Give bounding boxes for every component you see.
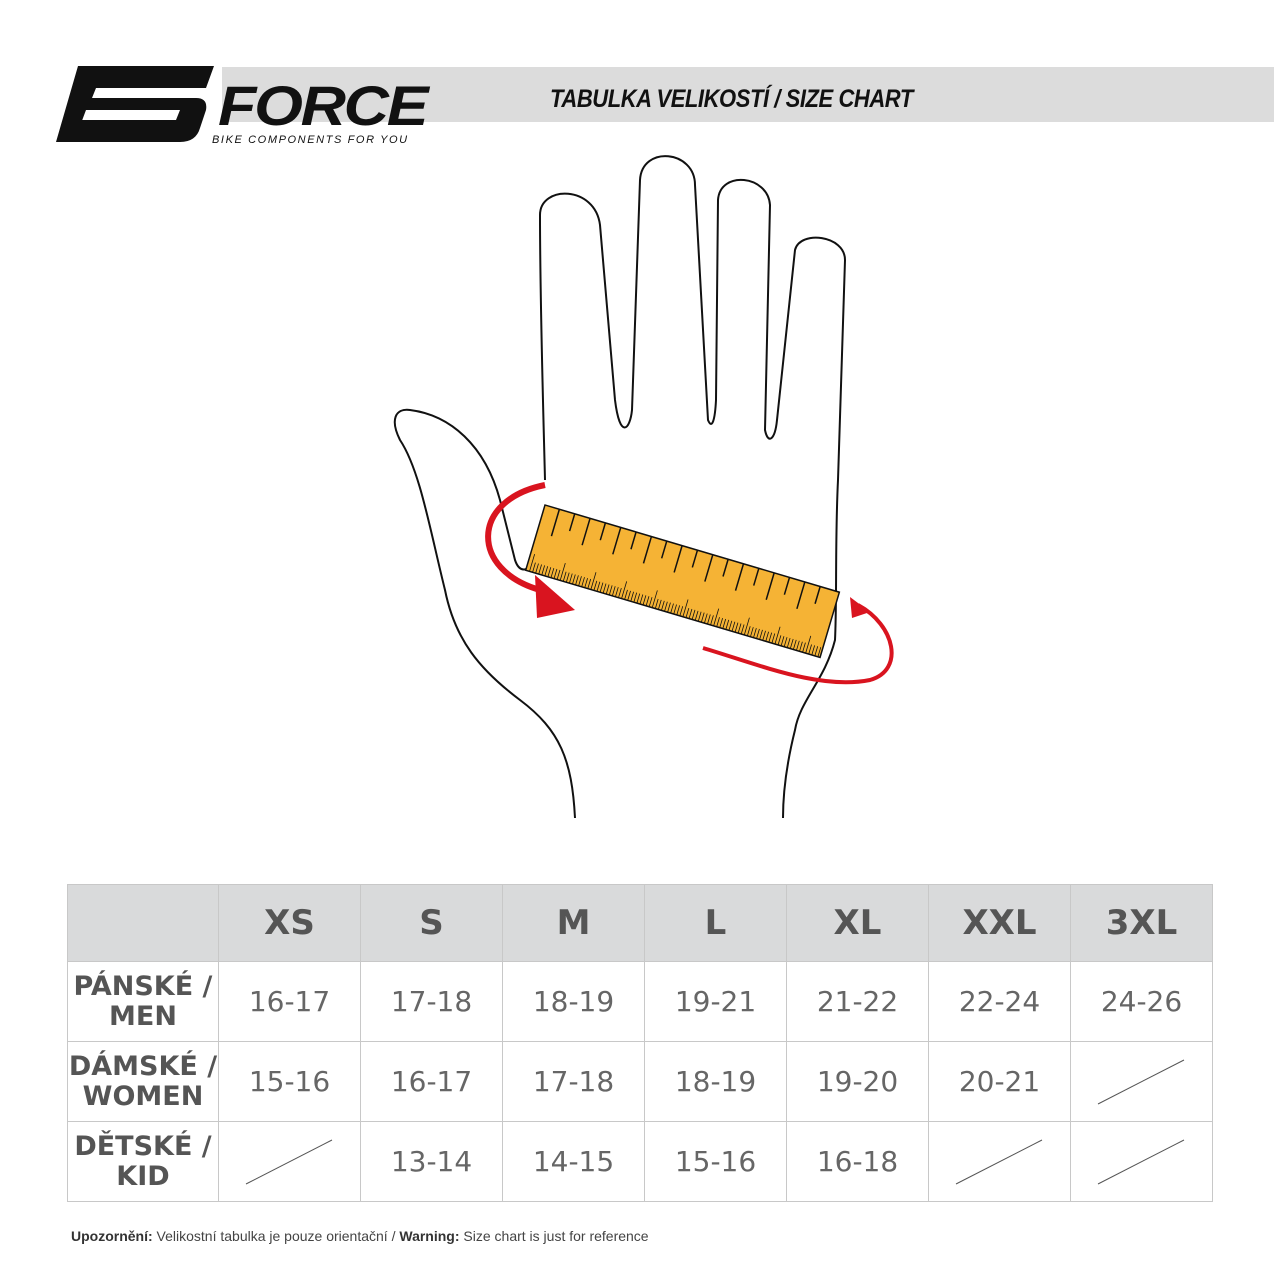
- not-available-cell: [928, 1121, 1071, 1202]
- note-cz-label: Upozornění:: [71, 1228, 153, 1244]
- row-label-cz: DĚTSKÉ /: [74, 1130, 212, 1162]
- size-value: 17-18: [502, 1041, 645, 1122]
- size-value: 15-16: [218, 1041, 361, 1122]
- size-value: 17-18: [360, 961, 503, 1042]
- size-value: 20-21: [928, 1041, 1071, 1122]
- arrow-left: [485, 482, 546, 593]
- row-label-en: MEN: [109, 1000, 177, 1032]
- force-logo-icon: [56, 66, 214, 142]
- note-en-label: Warning:: [399, 1228, 460, 1244]
- size-value: 24-26: [1070, 961, 1213, 1042]
- disclaimer: Upozornění: Velikostní tabulka je pouze …: [71, 1228, 649, 1244]
- col-header: XL: [786, 884, 929, 962]
- arrow-right: [702, 603, 894, 685]
- hand-outline: [393, 155, 847, 819]
- size-value: 18-19: [502, 961, 645, 1042]
- ruler-icon: [524, 504, 841, 659]
- col-header: M: [502, 884, 645, 962]
- row-label-en: WOMEN: [82, 1080, 204, 1112]
- note-en-text: Size chart is just for reference: [459, 1228, 649, 1244]
- size-value: 16-17: [218, 961, 361, 1042]
- brand-tagline: BIKE COMPONENTS FOR YOU: [212, 134, 409, 146]
- col-header: XS: [218, 884, 361, 962]
- size-value: 22-24: [928, 961, 1071, 1042]
- row-label: DÁMSKÉ / WOMEN: [67, 1041, 219, 1122]
- col-header: L: [644, 884, 787, 962]
- table-row: PÁNSKÉ / MEN 16-17 17-18 18-19 19-21 21-22 22-2…: [67, 961, 1213, 1042]
- size-value: 19-21: [644, 961, 787, 1042]
- size-value: 13-14: [360, 1121, 503, 1202]
- size-value: 21-22: [786, 961, 929, 1042]
- brand-name: FORCE: [218, 74, 429, 137]
- not-available-cell: [1070, 1121, 1213, 1202]
- corner-cell: [67, 884, 219, 962]
- table-row: DĚTSKÉ / KID 13-14 14-15 15-16 16-18: [67, 1121, 1213, 1202]
- row-label: DĚTSKÉ / KID: [67, 1121, 219, 1202]
- arrowhead-left-icon: [535, 575, 575, 618]
- not-available-cell: [218, 1121, 361, 1202]
- size-table: XS S M L XL XXL 3XL PÁNSKÉ / MEN 16-17 17-1…: [67, 884, 1213, 1202]
- row-label-cz: DÁMSKÉ /: [68, 1050, 218, 1082]
- diagonal-line: [955, 1139, 1043, 1185]
- not-available-cell: [1070, 1041, 1213, 1122]
- row-label-cz: PÁNSKÉ /: [73, 970, 213, 1002]
- size-value: 16-17: [360, 1041, 503, 1122]
- col-header: XXL: [928, 884, 1071, 962]
- diagonal-line: [1097, 1059, 1185, 1105]
- row-label: PÁNSKÉ / MEN: [67, 961, 219, 1042]
- header-band: [222, 67, 1274, 122]
- size-value: 18-19: [644, 1041, 787, 1122]
- col-header: S: [360, 884, 503, 962]
- diagonal-line: [1097, 1139, 1185, 1185]
- col-header: 3XL: [1070, 884, 1213, 962]
- diagonal-line: [245, 1139, 333, 1185]
- table-header-row: XS S M L XL XXL 3XL: [67, 884, 1213, 962]
- arrowhead-right-icon: [850, 597, 870, 618]
- size-value: 14-15: [502, 1121, 645, 1202]
- size-value: 19-20: [786, 1041, 929, 1122]
- note-cz-text: Velikostní tabulka je pouze orientační /: [152, 1228, 400, 1244]
- hand-measurement-illustration: [393, 155, 894, 819]
- page-title: TABULKA VELIKOSTÍ / SIZE CHART: [550, 85, 913, 113]
- table-row: DÁMSKÉ / WOMEN 15-16 16-17 17-18 18-19 19-20 20…: [67, 1041, 1213, 1122]
- size-value: 15-16: [644, 1121, 787, 1202]
- size-value: 16-18: [786, 1121, 929, 1202]
- row-label-en: KID: [116, 1160, 170, 1192]
